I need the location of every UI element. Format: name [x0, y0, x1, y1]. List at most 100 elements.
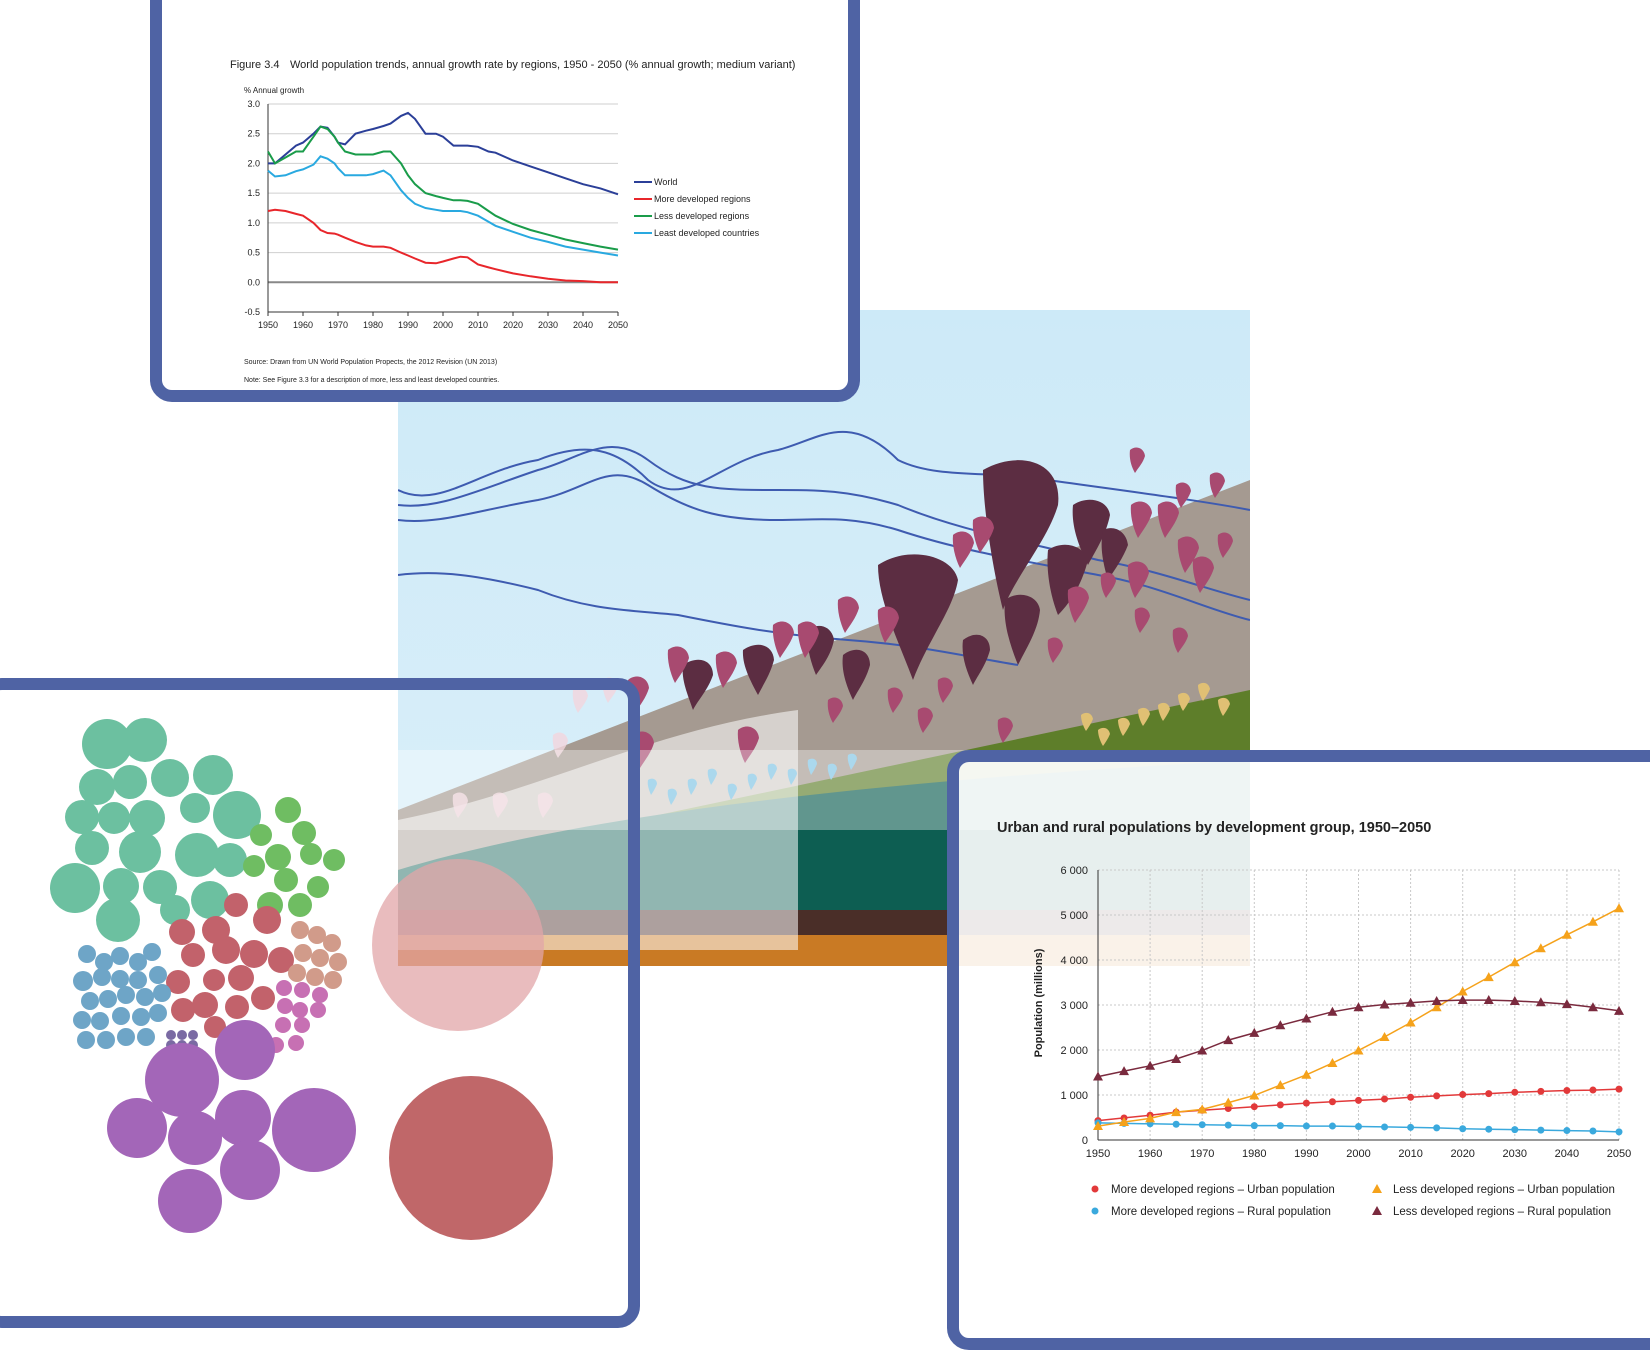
bubble-circle	[288, 1035, 304, 1051]
bubble-circle	[250, 824, 272, 846]
bubble-circle	[181, 943, 205, 967]
bubble-circle	[288, 964, 306, 982]
urban-data-point	[1145, 1060, 1156, 1070]
urban-data-point	[1223, 1035, 1234, 1045]
urban-data-point	[1302, 1099, 1310, 1107]
urban-data-point	[1537, 1126, 1545, 1134]
bubble-circle	[306, 968, 324, 986]
bubble-circle	[75, 831, 109, 865]
bubble-circle	[107, 1098, 167, 1158]
bubble-circle	[50, 863, 100, 913]
urban-rural-chart: Urban and rural populations by developme…	[997, 820, 1631, 1218]
bubble-circle	[220, 1140, 280, 1200]
urban-x-tick-label: 1990	[1294, 1148, 1318, 1160]
urban-data-point	[1327, 1058, 1338, 1068]
growth-x-tick-label: 2020	[503, 320, 523, 330]
bubble-circle	[82, 719, 132, 769]
growth-x-tick-label: 1970	[328, 320, 348, 330]
urban-chart-y-ticks: 6 000 5 000 4 000 3 000 2 000 1 000 0	[1060, 865, 1088, 1147]
urban-data-point	[1615, 1128, 1623, 1136]
growth-x-tick-label: 1990	[398, 320, 418, 330]
bubble-circle	[312, 987, 328, 1003]
urban-legend-marker	[1091, 1185, 1099, 1193]
urban-data-point	[1483, 972, 1494, 982]
urban-data-point	[1381, 1095, 1389, 1103]
urban-data-point	[1224, 1121, 1232, 1129]
bubble-circle	[137, 1028, 155, 1046]
bubble-circle	[119, 831, 161, 873]
growth-y-tick-label: 0.0	[247, 277, 260, 287]
bubble-circle	[143, 870, 177, 904]
bubble-circle	[213, 843, 247, 877]
urban-chart-ylabel: Population (millions)	[1033, 948, 1045, 1057]
big-bubble-pink	[372, 859, 544, 1031]
growth-x-tick-label: 1980	[363, 320, 383, 330]
urban-data-point	[1250, 1103, 1258, 1111]
bubble-circle	[136, 988, 154, 1006]
urban-x-tick-label: 1950	[1086, 1148, 1110, 1160]
urban-legend-label: More developed regions – Urban populatio…	[1111, 1184, 1335, 1196]
growth-chart-ylabel: % Annual growth	[244, 86, 304, 95]
bubble-circle	[117, 986, 135, 1004]
growth-chart-note: Note: See Figure 3.3 for a description o…	[244, 377, 499, 384]
bubble-cluster-chart	[50, 718, 553, 1240]
urban-data-point	[1433, 1092, 1441, 1100]
bubble-circle	[251, 986, 275, 1010]
bubble-circle	[77, 1031, 95, 1049]
bubble-circle	[203, 969, 225, 991]
urban-data-point	[1431, 995, 1442, 1005]
growth-chart-legend: World More developed regions Less develope…	[634, 177, 760, 238]
bubble-circle	[158, 1169, 222, 1233]
bubble-circle	[79, 769, 115, 805]
urban-data-point	[1457, 995, 1468, 1005]
growth-legend-label: More developed regions	[654, 194, 751, 204]
bubble-circle	[149, 966, 167, 984]
growth-series-line	[267, 208, 618, 284]
urban-data-point	[1405, 1017, 1416, 1027]
urban-data-point	[1537, 1087, 1545, 1095]
urban-data-point	[1355, 1096, 1362, 1104]
growth-x-tick-label: 2000	[433, 320, 453, 330]
urban-y-tick-label: 6 000	[1060, 865, 1088, 877]
bubble-circle	[180, 793, 210, 823]
bubble-circle	[111, 947, 129, 965]
urban-data-point	[1407, 1123, 1415, 1131]
bubble-circle	[300, 843, 322, 865]
bubble-circle	[65, 800, 99, 834]
urban-data-point	[1459, 1125, 1467, 1133]
urban-data-point	[1511, 1088, 1519, 1096]
bubble-circle	[323, 849, 345, 871]
urban-y-tick-label: 2 000	[1060, 1045, 1088, 1057]
urban-data-point	[1379, 1031, 1390, 1041]
growth-rate-chart: Figure 3.4 World population trends, annu…	[230, 59, 795, 384]
bubble-circle	[215, 1020, 275, 1080]
urban-data-point	[1275, 1080, 1286, 1090]
bubble-circle	[143, 943, 161, 961]
urban-x-tick-label: 2000	[1346, 1148, 1370, 1160]
urban-data-point	[1483, 995, 1494, 1005]
bubble-circle	[265, 844, 291, 870]
bubble-circle	[81, 992, 99, 1010]
urban-data-point	[1535, 997, 1546, 1007]
bubble-circle	[117, 1028, 135, 1046]
urban-data-point	[1145, 1113, 1156, 1123]
growth-chart-y-ticks: 3.0 2.5 2.0 1.5 1.0 0.5 0.0 -0.5	[244, 99, 260, 317]
urban-legend-marker	[1372, 1184, 1382, 1193]
urban-data-point	[1093, 1071, 1103, 1081]
urban-data-point	[1563, 1087, 1571, 1094]
growth-legend-label: Least developed countries	[654, 228, 760, 238]
urban-legend-marker	[1091, 1207, 1099, 1215]
urban-chart-series	[1093, 903, 1624, 1136]
urban-data-point	[1485, 1125, 1493, 1133]
growth-legend-label: Less developed regions	[654, 211, 750, 221]
bubble-circle	[112, 1007, 130, 1025]
growth-x-tick-label: 1950	[258, 320, 278, 330]
bubble-circle	[168, 1111, 222, 1165]
urban-data-point	[1407, 1093, 1415, 1101]
bubble-circle	[291, 921, 309, 939]
bubble-circle	[177, 1030, 187, 1040]
growth-legend-label: World	[654, 177, 677, 187]
urban-data-point	[1485, 1090, 1493, 1098]
urban-legend-label: More developed regions – Rural populatio…	[1111, 1206, 1331, 1218]
bubble-circle	[294, 982, 310, 998]
